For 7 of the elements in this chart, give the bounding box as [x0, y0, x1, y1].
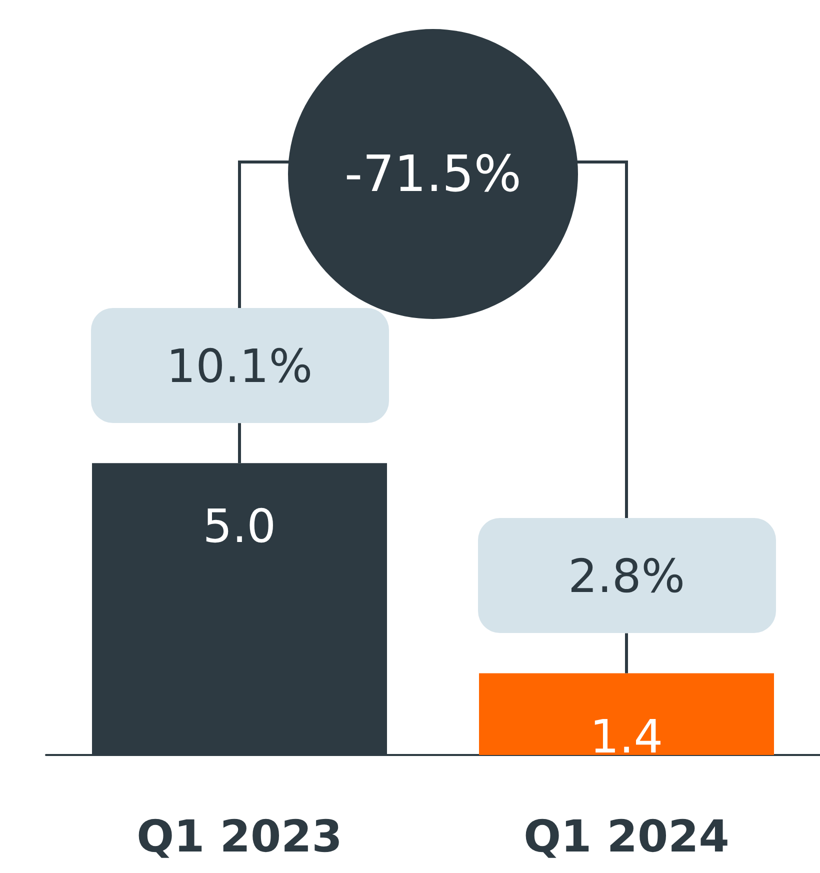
x-tick-label: Q1 2024	[524, 812, 730, 862]
data-label: 1.4	[590, 709, 664, 764]
callout-circle: -71.5%	[288, 29, 578, 319]
callout-pill: 2.8%	[478, 518, 776, 634]
callout-pill: 10.1%	[90, 308, 388, 424]
data-label: 5.0	[202, 499, 276, 554]
x-tick-label: Q1 2023	[136, 812, 342, 862]
